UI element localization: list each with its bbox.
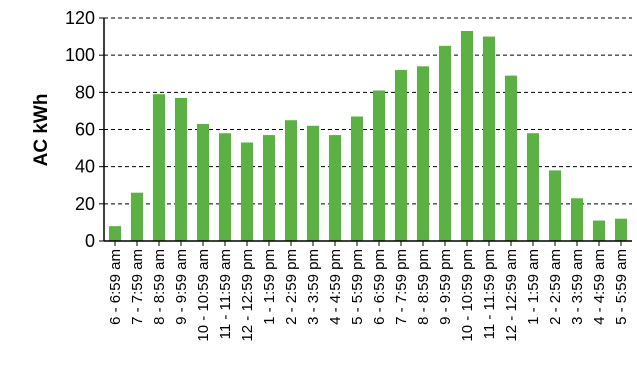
y-tick-label: 20 xyxy=(75,194,95,214)
x-tick-label: 3 - 3:59 pm xyxy=(305,249,322,325)
x-tick-label: 3 - 3:59 am xyxy=(569,249,586,325)
bar xyxy=(218,133,232,241)
bar xyxy=(460,31,474,242)
x-tick-label: 6 - 6:59 am xyxy=(107,249,124,325)
bar xyxy=(350,116,364,241)
bar xyxy=(152,94,166,241)
bar xyxy=(526,133,540,241)
x-tick-label: 10 - 10:59 am xyxy=(195,249,212,342)
x-tick-label: 5 - 5:59 am xyxy=(613,249,630,325)
bar xyxy=(262,135,276,241)
bar xyxy=(174,97,188,242)
y-tick-label: 40 xyxy=(75,157,95,177)
bar xyxy=(570,198,584,241)
bar xyxy=(372,90,386,241)
x-tick-label: 4 - 4:59 pm xyxy=(327,249,344,325)
bars xyxy=(108,31,628,242)
x-tick-label: 2 - 2:59 pm xyxy=(283,249,300,325)
bar xyxy=(548,170,562,241)
bar xyxy=(108,226,122,241)
bar xyxy=(592,220,606,241)
x-tick-label: 11 - 11:59 am xyxy=(217,249,234,339)
x-tick-label: 11 - 11:59 pm xyxy=(481,249,498,339)
x-tick-label: 6 - 6:59 pm xyxy=(371,249,388,325)
axes xyxy=(99,17,632,246)
x-tick-label: 4 - 4:59 am xyxy=(591,249,608,325)
bar xyxy=(504,75,518,241)
x-tick-label: 5 - 5:59 pm xyxy=(349,249,366,325)
bar xyxy=(482,36,496,242)
bar xyxy=(438,45,452,241)
x-tick-label: 8 - 8:59 am xyxy=(151,249,168,325)
x-tick-label: 10 - 10:59 pm xyxy=(459,249,476,342)
x-tick-label: 7 - 7:59 pm xyxy=(393,249,410,325)
x-tick-label: 1 - 1:59 am xyxy=(525,249,542,325)
x-tick-label: 2 - 2:59 am xyxy=(547,249,564,325)
x-tick-label: 8 - 8:59 pm xyxy=(415,249,432,325)
y-tick-label: 100 xyxy=(65,45,95,65)
x-tick-label: 12 - 12:59 pm xyxy=(239,249,256,342)
bar xyxy=(416,66,430,241)
y-tick-label: 0 xyxy=(85,231,95,251)
x-tick-label: 9 - 9:59 am xyxy=(173,249,190,325)
bar xyxy=(130,192,144,241)
x-tick-label: 12 - 12:59 am xyxy=(503,249,520,342)
x-tick-label: 9 - 9:59 pm xyxy=(437,249,454,325)
x-tick-label: 7 - 7:59 am xyxy=(129,249,146,325)
x-tick-labels: 6 - 6:59 am 7 - 7:59 am 8 - 8:59 am 9 - 9:5… xyxy=(107,249,630,342)
bar xyxy=(394,70,408,242)
grid-lines xyxy=(104,17,632,205)
y-tick-label: 120 xyxy=(65,8,95,28)
bar xyxy=(240,142,254,241)
y-tick-labels: 0 20 40 60 80 100 120 xyxy=(65,8,95,251)
bar xyxy=(614,218,628,241)
bar xyxy=(306,125,320,241)
y-tick-label: 80 xyxy=(75,82,95,102)
bar xyxy=(284,120,298,241)
y-tick-label: 60 xyxy=(75,120,95,140)
x-tick-label: 1 - 1:59 pm xyxy=(261,249,278,325)
bar xyxy=(328,135,342,241)
bar xyxy=(196,123,210,241)
y-axis-title: AC kWh xyxy=(31,94,52,167)
